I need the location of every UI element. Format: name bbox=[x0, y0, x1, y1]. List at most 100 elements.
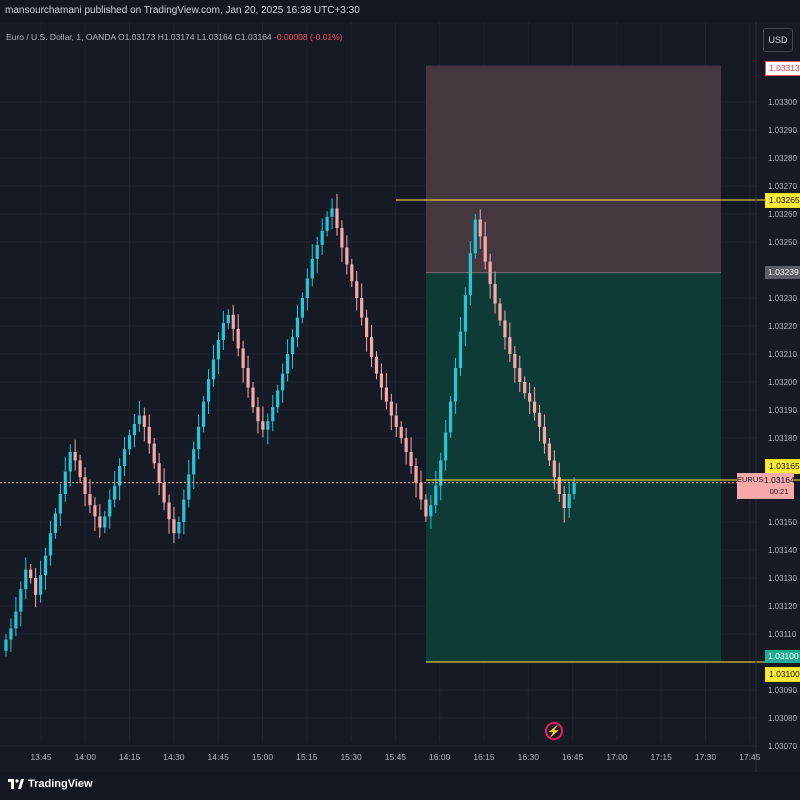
candle-body bbox=[295, 317, 300, 338]
price-tick-label: 1.03150 bbox=[768, 518, 797, 527]
candle-body bbox=[34, 578, 38, 595]
lightning-icon[interactable]: ⚡ bbox=[545, 722, 563, 740]
level-low-tag: 1.03100 bbox=[765, 667, 800, 682]
high-value: H1.03174 bbox=[157, 32, 195, 42]
candle-body bbox=[429, 505, 433, 517]
candle-body bbox=[369, 337, 374, 357]
candle-body bbox=[241, 348, 245, 368]
candle-body bbox=[365, 317, 369, 338]
candle-body bbox=[374, 356, 379, 374]
price-tick-label: 1.03280 bbox=[768, 154, 797, 163]
take-profit-zone[interactable] bbox=[426, 272, 721, 662]
candle-body bbox=[271, 407, 275, 422]
open-value: O1.03173 bbox=[117, 32, 156, 42]
candle-body bbox=[419, 482, 423, 500]
candle-body bbox=[444, 432, 448, 461]
candle-body bbox=[384, 387, 388, 402]
candle-body bbox=[29, 569, 33, 578]
time-tick-label: 15:00 bbox=[252, 752, 274, 762]
candle-body bbox=[177, 522, 181, 534]
candle-body bbox=[424, 499, 428, 517]
time-tick-label: 15:45 bbox=[385, 752, 407, 762]
price-tick-label: 1.03230 bbox=[768, 294, 797, 303]
candle-body bbox=[281, 373, 285, 391]
candle-body bbox=[113, 485, 117, 500]
candle-body bbox=[122, 449, 127, 466]
candle-body bbox=[137, 415, 141, 424]
candle-body bbox=[463, 295, 468, 332]
candle-body bbox=[552, 460, 556, 478]
candle-body bbox=[157, 463, 161, 483]
time-tick-label: 17:15 bbox=[651, 752, 673, 762]
candle-body bbox=[38, 575, 43, 595]
time-tick-label: 16:45 bbox=[562, 752, 584, 762]
low-value: L1.03164 bbox=[196, 32, 233, 42]
candle-body bbox=[142, 415, 146, 427]
price-tick-label: 1.03120 bbox=[768, 602, 797, 611]
candle-body bbox=[300, 298, 304, 318]
publisher-bar: mansourchamani published on TradingView.… bbox=[0, 0, 800, 22]
candle-body bbox=[167, 502, 171, 520]
price-tick-label: 1.03140 bbox=[768, 546, 797, 555]
candle-body bbox=[389, 401, 393, 416]
candle-body bbox=[276, 390, 280, 408]
time-axis[interactable]: 13:45 14:00 14:15 14:30 14:45 15:00 15:15 15:30… bbox=[30, 752, 760, 762]
price-tick-label: 1.03250 bbox=[768, 238, 797, 247]
candle-body bbox=[256, 407, 260, 422]
candle-body bbox=[88, 494, 92, 506]
candle-body bbox=[305, 278, 309, 298]
candle-body bbox=[19, 589, 23, 612]
candle-body bbox=[236, 328, 240, 349]
candle-body bbox=[14, 611, 18, 629]
candle-body bbox=[562, 494, 566, 508]
candle-body bbox=[251, 387, 255, 408]
time-tick-label: 14:45 bbox=[208, 752, 230, 762]
time-tick-label: 14:30 bbox=[163, 752, 185, 762]
price-axis[interactable]: 1.03300 1.03290 1.03280 1.03270 1.03260 1.032… bbox=[768, 98, 797, 751]
candle-body bbox=[537, 412, 542, 427]
time-tick-label: 16:30 bbox=[518, 752, 540, 762]
candle-body bbox=[493, 284, 497, 304]
candle-body bbox=[483, 236, 487, 262]
candle-body bbox=[567, 494, 571, 508]
candle-body bbox=[468, 253, 472, 296]
symbol-legend: Euro / U.S. Dollar, 1, OANDA O1.03173 H1… bbox=[6, 32, 343, 42]
candle-body bbox=[572, 482, 576, 494]
time-tick-label: 14:00 bbox=[75, 752, 97, 762]
time-tick-label: 15:15 bbox=[296, 752, 318, 762]
candle-body bbox=[414, 466, 418, 483]
candle-body bbox=[508, 337, 512, 354]
candle-body bbox=[503, 320, 507, 338]
candle-body bbox=[78, 460, 82, 478]
candle-body bbox=[24, 569, 28, 590]
currency-button[interactable]: USD bbox=[763, 28, 793, 52]
candle-body bbox=[211, 359, 216, 380]
candle-body bbox=[73, 452, 77, 461]
candle-body bbox=[83, 477, 87, 494]
candle-body bbox=[182, 499, 186, 522]
candle-body bbox=[325, 216, 329, 231]
tradingview-logo-text: TradingView bbox=[28, 778, 93, 790]
price-tick-label: 1.03090 bbox=[768, 686, 797, 695]
current-price-value: 1.03164 bbox=[764, 475, 795, 485]
symbol-name: Euro / U.S. Dollar, 1, OANDA bbox=[6, 32, 116, 42]
candle-body bbox=[547, 443, 551, 461]
candle-body bbox=[315, 244, 319, 259]
candle-body bbox=[4, 639, 8, 651]
candle-body bbox=[187, 474, 191, 500]
candle-body bbox=[285, 354, 290, 374]
candle-body bbox=[557, 477, 561, 494]
candle-body bbox=[231, 314, 235, 329]
candle-body bbox=[458, 331, 463, 368]
candle-body bbox=[103, 516, 107, 528]
candle-body bbox=[523, 382, 527, 394]
price-tick-label: 1.03080 bbox=[768, 714, 797, 723]
tradingview-logo[interactable]: TradingView bbox=[8, 778, 93, 790]
time-tick-label: 16:00 bbox=[429, 752, 451, 762]
price-tick-label: 1.03220 bbox=[768, 322, 797, 331]
candle-body bbox=[68, 452, 72, 472]
candle-body bbox=[399, 426, 403, 438]
candle-body bbox=[498, 303, 502, 321]
candle-body bbox=[246, 368, 250, 388]
